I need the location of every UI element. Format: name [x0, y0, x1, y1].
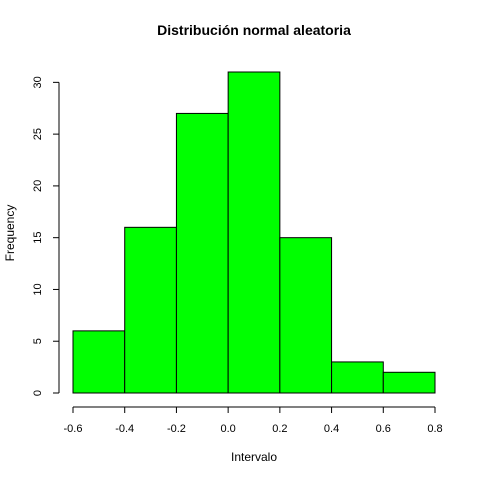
histogram-bar — [175, 112, 229, 394]
x-tick-label: -0.2 — [167, 423, 186, 435]
histogram-bars — [72, 71, 436, 394]
x-tick-label: 0.8 — [427, 423, 442, 435]
y-axis-label: Frequency — [3, 205, 17, 262]
y-tick-label: 15 — [32, 232, 44, 244]
x-axis: -0.6 -0.4 -0.2 0.0 0.2 0.4 0.6 0.8 — [64, 406, 443, 435]
histogram-bar — [331, 361, 384, 394]
y-tick-label: 0 — [32, 390, 44, 396]
histogram-bar — [227, 71, 281, 394]
y-axis: 0 5 10 15 20 25 30 — [32, 76, 60, 396]
chart-title: Distribución normal aleatoria — [157, 22, 351, 38]
y-tick-label: 25 — [32, 128, 44, 140]
y-tick-label: 10 — [32, 283, 44, 295]
x-tick-label: 0.0 — [220, 423, 235, 435]
x-tick-label: -0.4 — [115, 423, 134, 435]
y-tick-label: 20 — [32, 180, 44, 192]
x-tick-label: 0.4 — [324, 423, 339, 435]
x-tick-label: 0.6 — [376, 423, 391, 435]
histogram-bar — [382, 371, 436, 394]
histogram-bar — [124, 226, 177, 394]
x-tick-label: 0.2 — [272, 423, 287, 435]
x-tick-label: -0.6 — [64, 423, 83, 435]
x-axis-label: Intervalo — [231, 450, 277, 464]
y-tick-label: 5 — [32, 338, 44, 344]
histogram-bar — [279, 237, 333, 394]
histogram-bar — [72, 330, 126, 394]
y-tick-label: 30 — [32, 76, 44, 88]
